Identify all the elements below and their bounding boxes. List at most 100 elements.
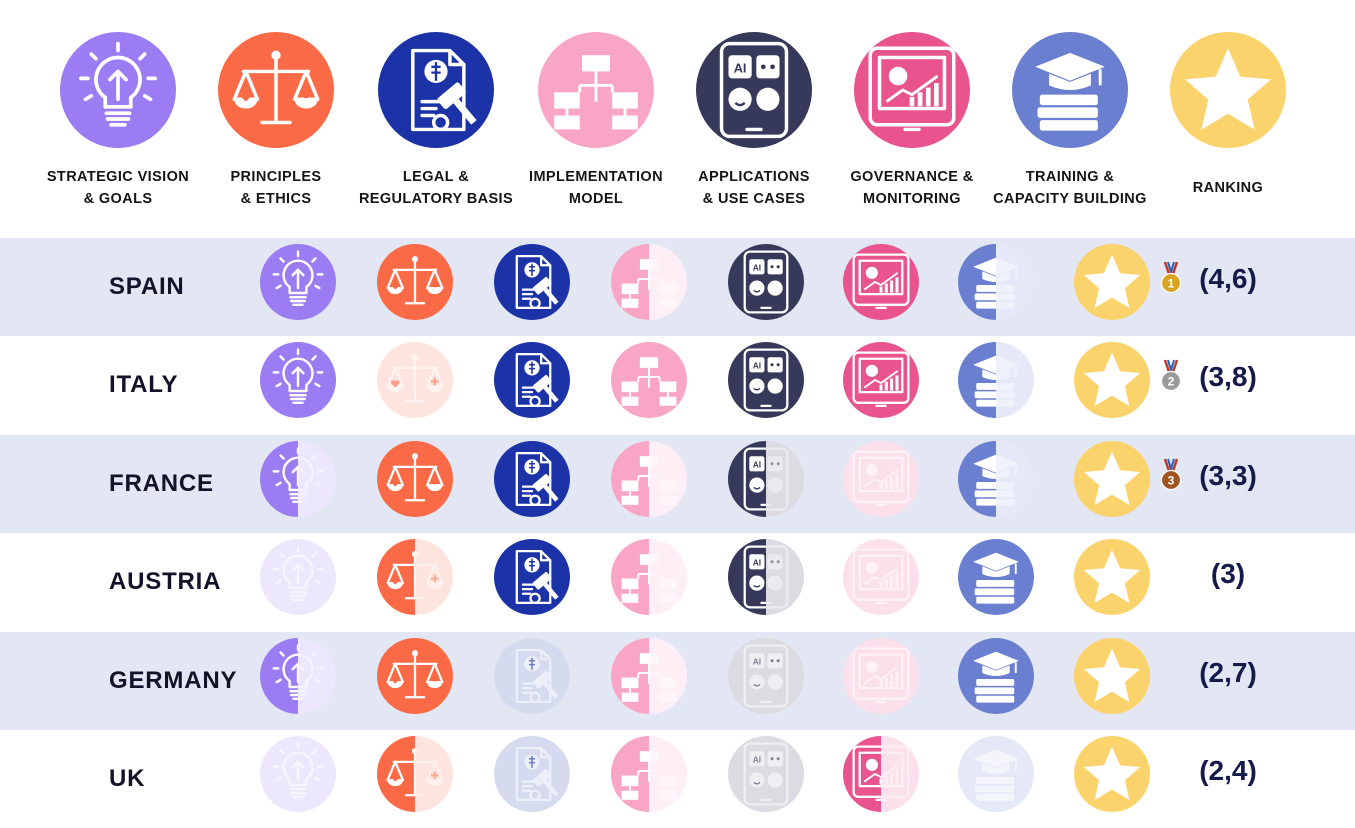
- country-row-italy: ITALY AI: [0, 336, 1355, 434]
- header-legal: LEGAL & REGULATORY BASIS: [356, 0, 516, 236]
- legal-score-legal-document-gavel-icon: [494, 440, 570, 517]
- ranking-score: (4,6): [1199, 263, 1257, 294]
- implementation-score-flowchart-icon: [611, 735, 687, 812]
- header-label-line1: TRAINING &: [1025, 169, 1115, 185]
- ranking-score-star-icon: [1074, 244, 1150, 320]
- tablet-chart-icon: [854, 32, 970, 148]
- ethics-score-scales-icon: [377, 440, 453, 517]
- vision-score-lightbulb-icon: [260, 539, 336, 616]
- ranking-score: (3,3): [1199, 459, 1257, 491]
- ranking-score: (3,8): [1199, 361, 1257, 393]
- governance-score-tablet-chart-icon: [843, 244, 919, 320]
- ranking-score-star-icon: [1074, 342, 1150, 419]
- vision-score-lightbulb-icon: [260, 244, 336, 320]
- header-training: TRAINING & CAPACITY BUILDING: [990, 0, 1150, 236]
- svg-text:AI: AI: [753, 263, 761, 273]
- country-row-spain: SPAIN AI: [0, 238, 1355, 337]
- silver-medal-icon: 2: [1160, 359, 1182, 393]
- svg-text:AI: AI: [753, 361, 761, 371]
- applications-score-tablet-ai-apps-icon: AI: [728, 244, 804, 320]
- header-label-ethics: PRINCIPLES & ETHICS: [196, 166, 356, 210]
- header-label-applications: APPLICATIONS & USE CASES: [674, 166, 834, 210]
- svg-text:AI: AI: [753, 459, 761, 469]
- training-score-graduation-books-icon: [958, 637, 1034, 714]
- header-label-line1: GOVERNANCE &: [850, 169, 974, 185]
- svg-text:3: 3: [1168, 473, 1175, 487]
- implementation-score-flowchart-icon: [611, 244, 687, 320]
- legal-score-legal-document-gavel-icon: [494, 539, 570, 616]
- header-governance: GOVERNANCE & MONITORING: [832, 0, 992, 236]
- ranking-score-star-icon: [1074, 637, 1150, 714]
- vision-score-lightbulb-icon: [260, 342, 336, 419]
- training-score-graduation-books-icon: [958, 735, 1034, 812]
- header-label-legal: LEGAL & REGULATORY BASIS: [356, 166, 516, 210]
- country-row-austria: AUSTRIA AI: [0, 533, 1355, 631]
- country-name: SPAIN: [109, 273, 185, 300]
- implementation-score-flowchart-icon: [611, 440, 687, 517]
- svg-text:AI: AI: [753, 755, 761, 765]
- header-label-line1: IMPLEMENTATION: [529, 169, 663, 185]
- vision-score-lightbulb-icon: [260, 735, 336, 812]
- svg-text:AI: AI: [753, 558, 761, 568]
- governance-score-tablet-chart-icon: [843, 735, 919, 812]
- applications-score-tablet-ai-apps-icon: AI: [728, 440, 804, 517]
- flowchart-icon: [538, 32, 654, 148]
- country-row-uk: UK AI: [0, 730, 1355, 828]
- header-label-line2: & USE CASES: [702, 191, 806, 207]
- country-name: GERMANY: [109, 666, 238, 694]
- governance-score-tablet-chart-icon: [843, 440, 919, 517]
- header-label-line2: RANKING: [1192, 180, 1264, 196]
- legal-score-legal-document-gavel-icon: [494, 735, 570, 812]
- header-ranking: RANKING: [1148, 0, 1308, 236]
- header-label-ranking: RANKING: [1148, 177, 1308, 199]
- header-label-governance: GOVERNANCE & MONITORING: [832, 166, 992, 210]
- header-label-training: TRAINING & CAPACITY BUILDING: [990, 166, 1150, 210]
- legal-score-legal-document-gavel-icon: [494, 637, 570, 714]
- ethics-score-scales-icon: [377, 637, 453, 714]
- implementation-score-flowchart-icon: [611, 637, 687, 714]
- country-name: AUSTRIA: [109, 568, 222, 596]
- header-vision: STRATEGIC VISION & GOALS: [38, 0, 198, 236]
- country-table: SPAIN AI: [0, 238, 1355, 828]
- header-label-line1: APPLICATIONS: [698, 169, 810, 185]
- ranking-score-star-icon: [1074, 539, 1150, 616]
- header-label-line2: & GOALS: [83, 191, 153, 207]
- dimension-header: STRATEGIC VISION & GOALS PRINCIPLES & ETHI…: [0, 0, 1355, 236]
- header-applications: AI APPLICATIONS & USE CASES: [674, 0, 834, 236]
- country-row-germany: GERMANY AI: [0, 631, 1355, 730]
- governance-score-tablet-chart-icon: [843, 539, 919, 616]
- lightbulb-icon: [60, 32, 176, 148]
- applications-score-tablet-ai-apps-icon: AI: [728, 735, 804, 812]
- country-name: UK: [109, 764, 146, 792]
- header-label-line1: LEGAL &: [402, 169, 470, 185]
- ranking-score-star-icon: [1074, 440, 1150, 517]
- header-label-line2: MODEL: [568, 191, 624, 207]
- tablet-ai-apps-icon: AI: [696, 32, 812, 148]
- star-icon: [1170, 32, 1286, 148]
- header-label-line2: CAPACITY BUILDING: [993, 191, 1147, 207]
- header-label-line1: STRATEGIC VISION: [46, 169, 190, 185]
- governance-score-tablet-chart-icon: [843, 342, 919, 419]
- applications-score-tablet-ai-apps-icon: AI: [728, 539, 804, 616]
- ranking-score-star-icon: [1074, 735, 1150, 812]
- vision-score-lightbulb-icon: [260, 637, 336, 714]
- ethics-score-scales-icon: [377, 244, 453, 320]
- header-label-vision: STRATEGIC VISION & GOALS: [38, 166, 198, 210]
- header-label-line2: MONITORING: [863, 191, 961, 207]
- legal-score-legal-document-gavel-icon: [494, 244, 570, 320]
- svg-text:AI: AI: [734, 61, 747, 76]
- applications-score-tablet-ai-apps-icon: AI: [728, 637, 804, 714]
- implementation-score-flowchart-icon: [611, 342, 687, 419]
- ethics-score-scales-icon: [377, 735, 453, 812]
- header-label-line2: REGULATORY BASIS: [358, 191, 514, 207]
- country-name: FRANCE: [109, 469, 214, 497]
- header-ethics: PRINCIPLES & ETHICS: [196, 0, 356, 236]
- country-name: ITALY: [109, 371, 179, 399]
- header-label-line1: PRINCIPLES: [230, 169, 322, 185]
- country-row-france: FRANCE AI: [0, 434, 1355, 534]
- svg-text:2: 2: [1168, 375, 1175, 389]
- legal-score-legal-document-gavel-icon: [494, 342, 570, 419]
- training-score-graduation-books-icon: [958, 539, 1034, 616]
- scales-icon: [218, 32, 334, 148]
- ranking-score: (2,4): [1199, 754, 1257, 786]
